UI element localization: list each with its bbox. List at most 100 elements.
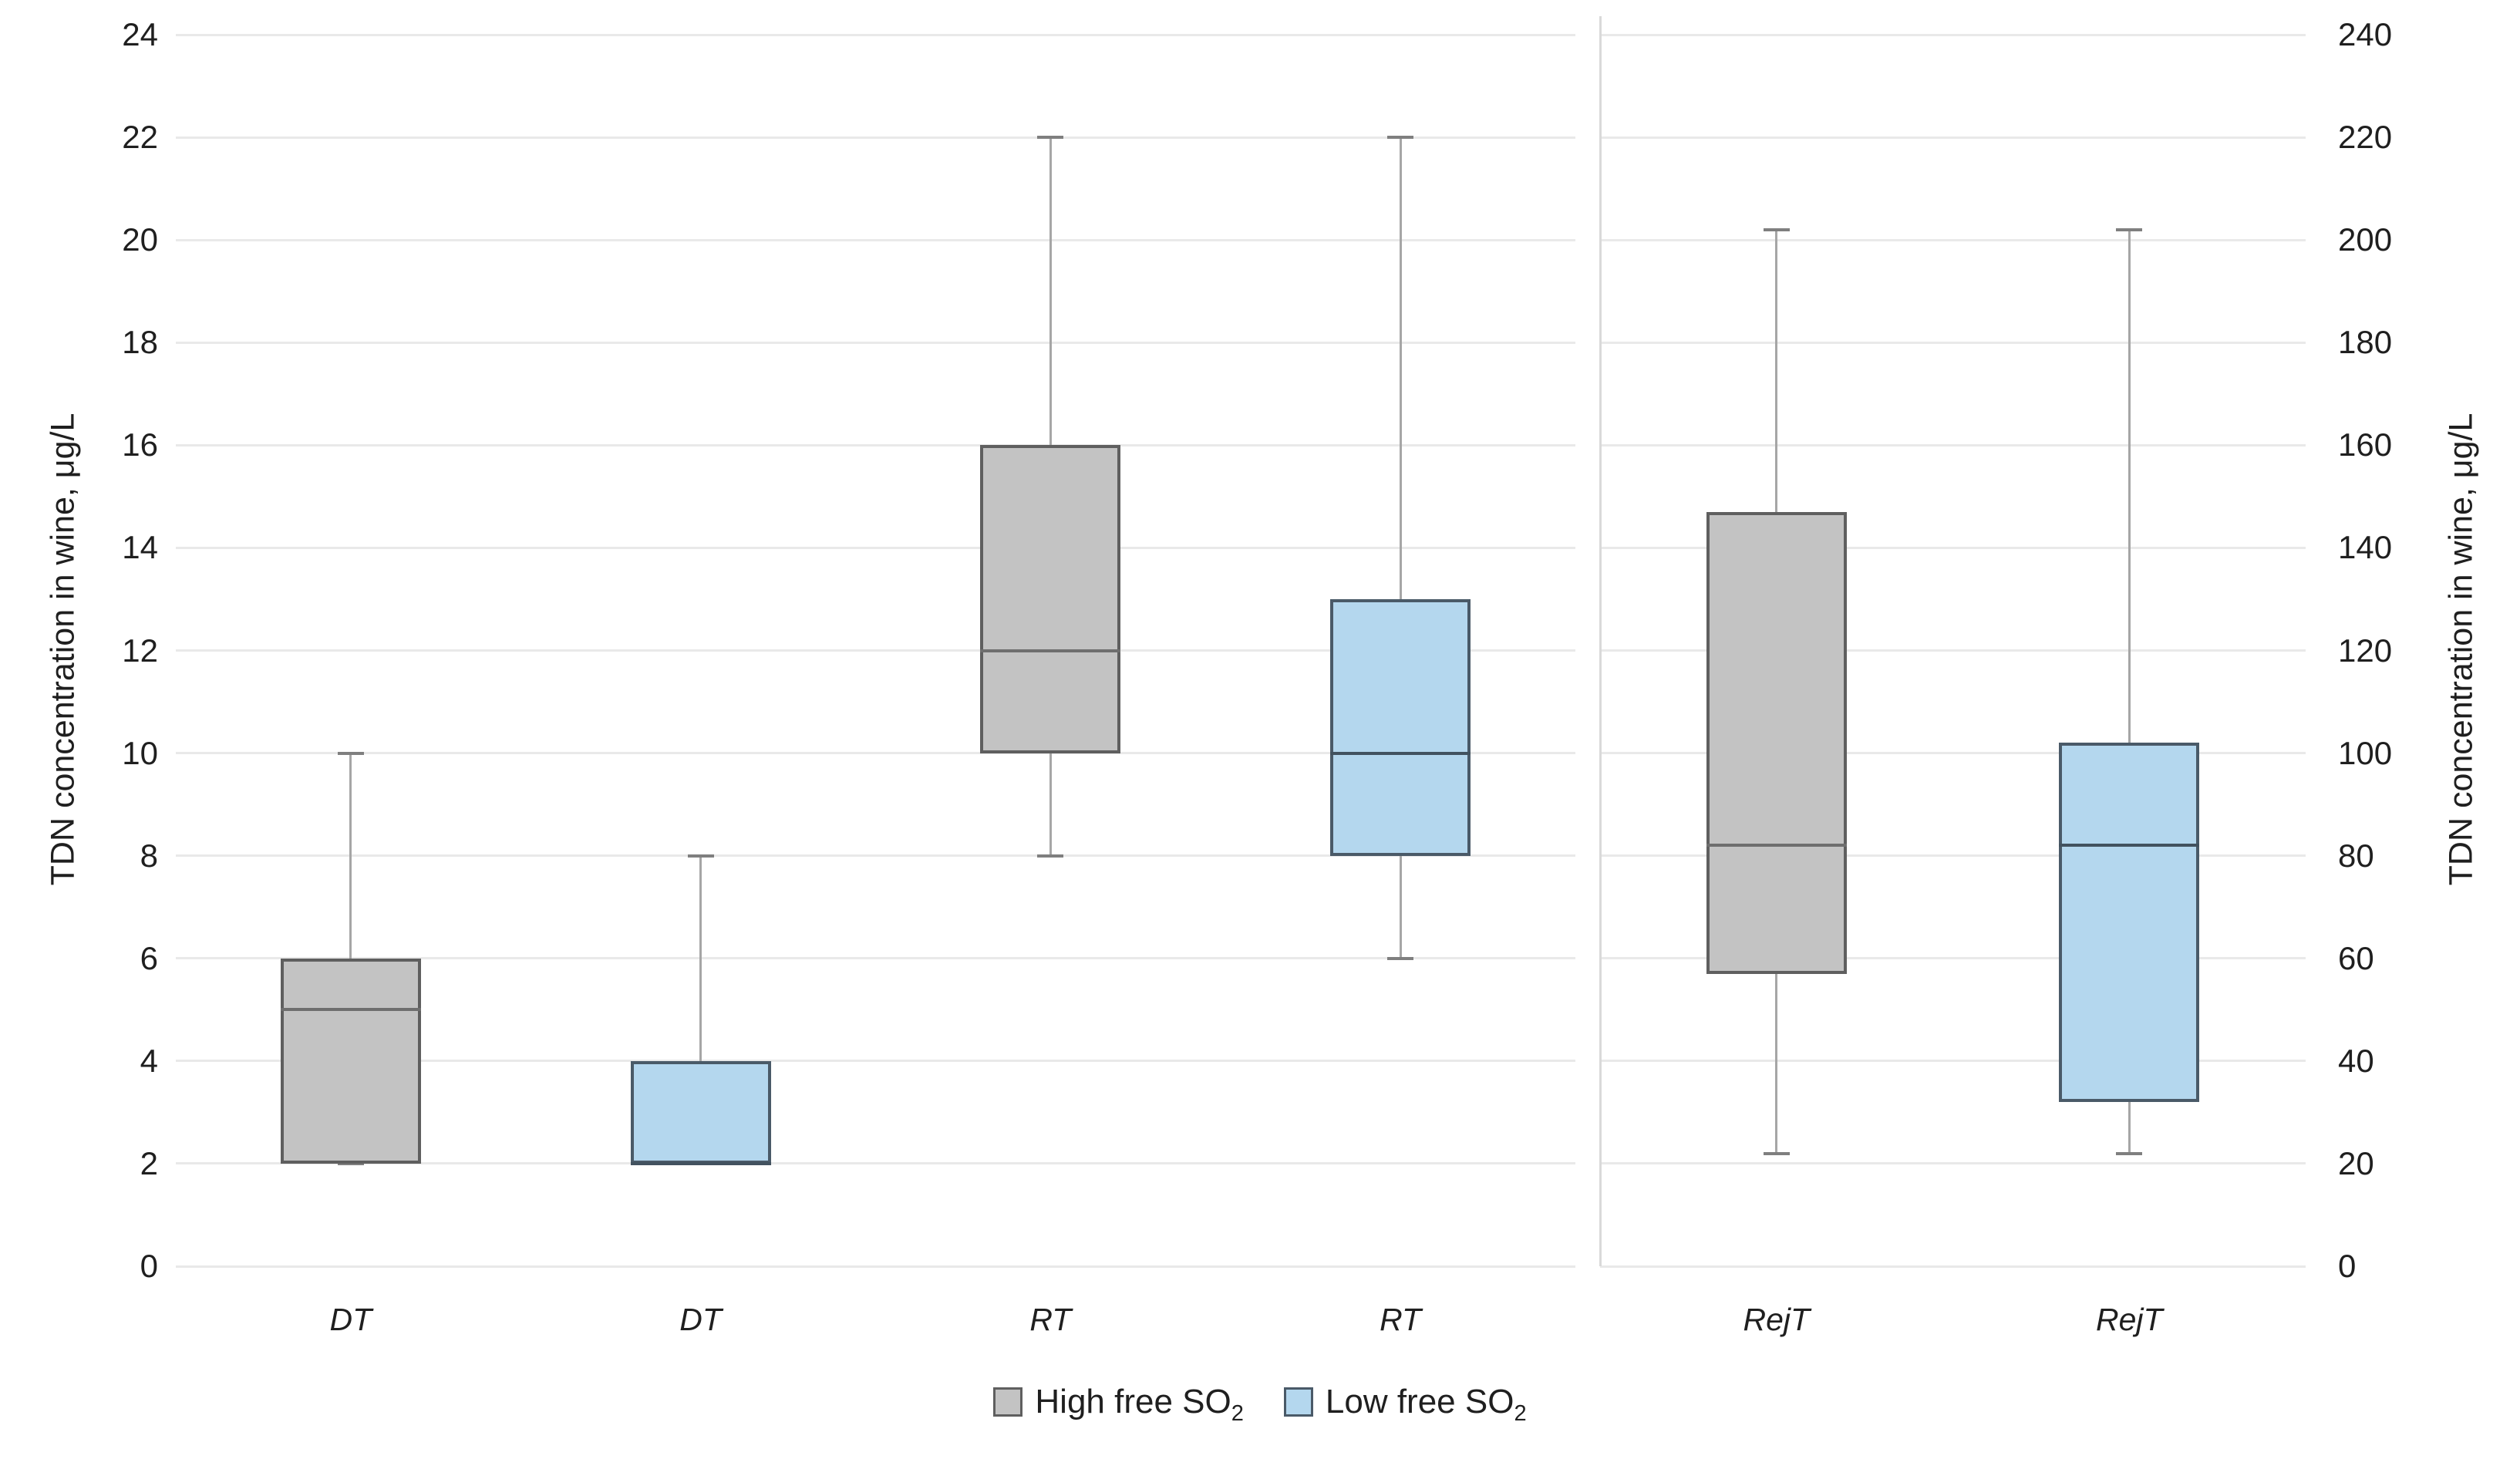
whisker-cap-min-right-0-RejT [1763,1151,1790,1155]
gridline-y-18-left [176,341,1575,344]
gridline-y-180-right [1600,341,2306,344]
legend-item-high-free-so2: High free SO2 [993,1383,1244,1426]
whisker-upper-left-1-DT [699,855,702,1061]
whisker-cap-max-right-0-RejT [1763,227,1790,231]
y-tick-label-left-24: 24 [122,16,158,52]
y-tick-label-left-8: 8 [140,837,158,874]
x-category-label-left-2-RT: RT [1029,1302,1072,1337]
gridline-y-4-left [176,1060,1575,1063]
gridline-y-40-right [1600,1060,2306,1063]
whisker-cap-min-left-0-DT [337,1161,364,1165]
y-tick-label-right-160: 160 [2338,426,2393,463]
y-tick-label-left-12: 12 [122,632,158,669]
y-tick-label-right-140: 140 [2338,529,2393,566]
gridline-y-2-left [176,1162,1575,1165]
legend-item-low-free-so2: Low free SO2 [1283,1383,1527,1426]
y-tick-label-right-40: 40 [2338,1042,2374,1079]
y-tick-label-left-10: 10 [122,734,158,771]
y-tick-label-right-220: 220 [2338,119,2393,156]
whisker-cap-max-left-2-RT [1037,136,1064,140]
gridline-y-8-left [176,854,1575,858]
whisker-cap-max-left-0-DT [337,751,364,755]
y-tick-label-right-100: 100 [2338,734,2393,771]
gridline-y-6-left [176,957,1575,960]
whisker-cap-max-left-1-DT [687,854,714,858]
whisker-upper-left-0-DT [349,753,352,959]
whisker-cap-min-left-2-RT [1037,854,1064,858]
y-tick-label-left-16: 16 [122,426,158,463]
x-category-label-left-3-RT: RT [1380,1302,1422,1337]
x-category-label-right-1-RejT: RejT [2095,1302,2163,1337]
whisker-lower-left-2-RT [1049,753,1052,856]
y-tick-label-left-4: 4 [140,1042,158,1079]
gridline-y-20-left [176,238,1575,241]
gridline-y-120-right [1600,649,2306,652]
x-category-label-left-0-DT: DT [329,1302,372,1337]
legend-swatch-gray [993,1387,1023,1417]
gridline-y-0-left [176,1265,1575,1268]
whisker-upper-right-0-RejT [1775,229,1778,512]
y-tick-label-right-0: 0 [2338,1248,2357,1284]
y-tick-label-left-18: 18 [122,324,158,361]
legend-label: High free SO2 [1035,1383,1244,1426]
y-tick-label-right-120: 120 [2338,632,2393,669]
panel-divider [1599,16,1602,1266]
gridline-y-10-left [176,752,1575,755]
gridline-y-0-right [1600,1265,2306,1268]
gridline-y-60-right [1600,957,2306,960]
y-tick-label-right-60: 60 [2338,939,2374,976]
y-tick-label-left-22: 22 [122,119,158,156]
legend: High free SO2 Low free SO2 [0,1374,2520,1430]
boxplot-box-left-3-RT [1330,598,1471,856]
legend-label: Low free SO2 [1325,1383,1527,1426]
boxplot-median-left-0-DT [280,1008,421,1012]
y-tick-label-left-6: 6 [140,939,158,976]
y-tick-label-right-240: 240 [2338,16,2393,52]
whisker-upper-right-1-RejT [2128,229,2131,743]
gridline-y-16-left [176,443,1575,447]
y-tick-label-left-14: 14 [122,529,158,566]
gridline-y-14-left [176,546,1575,549]
whisker-lower-right-1-RejT [2128,1102,2131,1154]
boxplot-median-left-3-RT [1330,751,1471,755]
y-tick-label-left-0: 0 [140,1248,158,1284]
whisker-lower-right-0-RejT [1775,973,1778,1154]
gridline-y-24-left [176,33,1575,36]
whisker-upper-left-2-RT [1049,137,1052,446]
gridline-y-12-left [176,649,1575,652]
gridline-y-220-right [1600,136,2306,139]
y-tick-label-right-80: 80 [2338,837,2374,874]
gridline-y-140-right [1600,546,2306,549]
boxplot-median-left-2-RT [980,649,1121,652]
y-tick-label-right-200: 200 [2338,221,2393,258]
boxplot-box-right-1-RejT [2059,743,2200,1103]
x-category-label-right-0-RejT: RejT [1743,1302,1811,1337]
x-category-label-left-1-DT: DT [679,1302,722,1337]
boxplot-box-right-0-RejT [1706,511,1847,974]
gridline-y-200-right [1600,238,2306,241]
gridline-y-20-right [1600,1162,2306,1165]
gridline-y-160-right [1600,443,2306,447]
gridline-y-22-left [176,136,1575,139]
gridline-y-240-right [1600,33,2306,36]
whisker-cap-max-left-3-RT [1387,136,1414,140]
y-axis-title-left: TDN concentration in wine, μg/L [44,413,82,886]
y-tick-label-right-20: 20 [2338,1144,2374,1181]
gridline-y-100-right [1600,752,2306,755]
boxplot-box-left-0-DT [280,958,421,1164]
whisker-cap-max-right-1-RejT [2116,227,2143,231]
whisker-cap-min-left-3-RT [1387,956,1414,960]
whisker-cap-min-right-1-RejT [2116,1151,2143,1155]
whisker-lower-left-3-RT [1399,855,1402,959]
boxplot-median-right-0-RejT [1706,844,1847,848]
legend-swatch-blue [1283,1387,1313,1417]
y-axis-title-right: TDN concentration in wine, μg/L [2442,413,2480,886]
boxplot-median-left-1-DT [630,1161,771,1165]
y-tick-label-left-2: 2 [140,1144,158,1181]
y-tick-label-left-20: 20 [122,221,158,258]
whisker-upper-left-3-RT [1399,137,1402,599]
boxplot-median-right-1-RejT [2059,844,2200,848]
